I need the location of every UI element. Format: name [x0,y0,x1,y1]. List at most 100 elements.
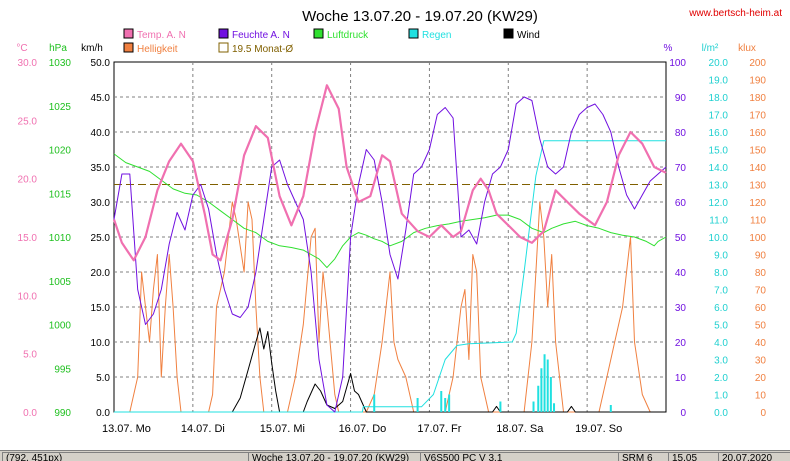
tick-label-wind: 35.0 [91,163,111,174]
tick-label-lux: 170 [749,111,766,122]
tick-label-temp: 20.0 [18,175,38,186]
tick-label-rain: 1.0 [714,391,728,402]
rain-bar [373,394,376,412]
tick-label-press: 990 [54,408,71,419]
tick-label-hum: 60 [675,198,687,209]
rain-bar [537,385,540,412]
series-line-luftdruck [113,153,667,269]
tick-label-hum: 40 [675,268,687,279]
tick-label-hum: 10 [675,373,687,384]
axis-unit-rain: l/m² [702,43,719,54]
legend-swatch [313,28,324,39]
tick-label-rain: 12.0 [709,198,729,209]
status-bar: (792, 451px) Woche 13.07.20 - 19.07.20 (K… [0,450,790,461]
tick-label-rain: 7.0 [714,286,728,297]
rain-bar [540,368,543,412]
tick-label-rain: 17.0 [709,111,729,122]
tick-label-hum: 50 [675,233,687,244]
tick-label-rain: 11.0 [709,216,728,227]
tick-label-lux: 200 [749,58,766,69]
tick-label-temp: 10.0 [18,291,38,302]
tick-label-wind: 0.0 [96,408,110,419]
tick-label-rain: 9.0 [714,251,728,262]
tick-label-rain: 20.0 [709,58,729,69]
legend-label: Temp. A. N [137,30,186,41]
axis-unit-wind: km/h [81,43,103,54]
series-line-regen [114,140,666,413]
tick-label-press: 1000 [49,321,72,332]
website-link[interactable]: www.bertsch-heim.at [688,8,782,19]
series-line-feuchte-a-n [113,96,667,413]
tick-label-temp: 5.0 [23,350,37,361]
legend-label: 19.5 Monat-Ø [232,44,293,55]
tick-label-rain: 6.0 [714,303,728,314]
tick-label-rain: 15.0 [709,146,729,157]
tick-label-temp: 0.0 [23,408,37,419]
x-tick-label: 19.07. So [575,423,622,435]
x-tick-label: 18.07. Sa [496,423,544,435]
tick-label-wind: 10.0 [91,338,111,349]
legend-swatch [123,42,134,53]
legend-label: Feuchte A. N [232,30,290,41]
tick-label-hum: 90 [675,93,687,104]
tick-label-rain: 13.0 [709,181,729,192]
tick-label-hum: 100 [669,58,686,69]
x-tick-label: 14.07. Di [181,423,225,435]
tick-label-wind: 20.0 [91,268,111,279]
tick-label-press: 1015 [49,189,72,200]
x-tick-label: 13.07. Mo [102,423,151,435]
tick-label-lux: 160 [749,128,766,139]
axis-unit-temp: °C [16,43,27,54]
tick-label-rain: 4.0 [714,338,728,349]
x-tick-label: 16.07. Do [339,423,387,435]
rain-bar [553,403,556,412]
x-axis-labels: 13.07. Mo 14.07. Di 15.07. Mi 16.07. Do 17.0… [102,423,622,435]
tick-label-hum: 80 [675,128,687,139]
axis-units: °C hPa km/h% l/m² klux [16,43,756,54]
rain-bar [448,394,451,412]
tick-label-wind: 50.0 [91,58,111,69]
tick-label-temp: 25.0 [18,116,38,127]
tick-label-rain: 19.0 [709,76,729,87]
tick-label-lux: 20 [755,373,767,384]
tick-label-lux: 190 [749,76,766,87]
rain-bar [549,377,552,412]
tick-label-lux: 50 [755,321,767,332]
tick-label-wind: 40.0 [91,128,111,139]
tick-label-rain: 5.0 [714,321,728,332]
tick-label-lux: 100 [749,233,766,244]
tick-label-rain: 10.0 [709,233,729,244]
rain-bar [609,405,612,412]
axis-ticks: 0.05.010.015.020.025.030.099099510001005… [18,58,767,419]
tick-label-wind: 45.0 [91,93,111,104]
axis-unit-lux: klux [738,43,756,54]
rain-bar [532,401,535,412]
axis-unit-press: hPa [49,43,67,54]
tick-label-temp: 30.0 [18,58,38,69]
rain-bar [440,391,443,412]
legend-swatch [218,28,229,39]
rain-bar [416,398,419,412]
tick-label-lux: 180 [749,93,766,104]
tick-label-lux: 60 [755,303,767,314]
legend-swatch [503,28,514,39]
tick-label-lux: 110 [750,216,766,227]
tick-label-press: 1020 [49,146,72,157]
tick-label-rain: 3.0 [714,356,728,367]
tick-label-lux: 80 [755,268,767,279]
tick-label-lux: 120 [749,198,766,209]
chart-title: Woche 13.07.20 - 19.07.20 (KW29) [302,8,538,25]
series-lines [112,84,667,413]
tick-label-rain: 2.0 [714,373,728,384]
tick-label-lux: 140 [749,163,766,174]
tick-label-wind: 30.0 [91,198,111,209]
tick-label-press: 1005 [49,277,72,288]
tick-label-hum: 20 [675,338,687,349]
tick-label-rain: 0.0 [714,408,728,419]
tick-label-lux: 150 [749,146,766,157]
legend-swatch [408,28,419,39]
tick-label-hum: 70 [675,163,687,174]
tick-label-rain: 18.0 [709,93,729,104]
tick-label-press: 1010 [49,233,72,244]
legend-label: Helligkeit [137,44,178,55]
